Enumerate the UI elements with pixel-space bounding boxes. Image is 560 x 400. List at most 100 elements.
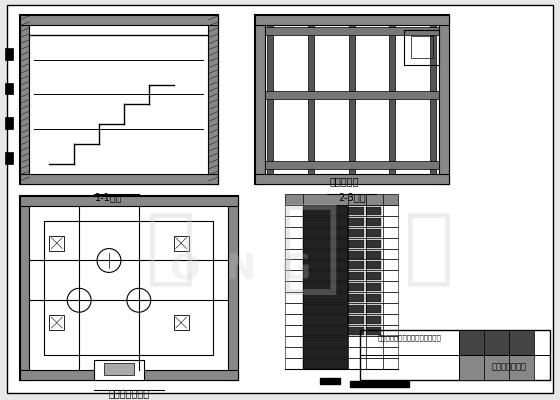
Bar	[366, 272, 381, 280]
Bar	[348, 305, 363, 313]
Bar	[285, 194, 398, 205]
Bar	[389, 25, 395, 174]
Bar	[303, 217, 348, 227]
Bar	[366, 327, 381, 335]
Bar	[349, 25, 354, 174]
Bar	[94, 360, 144, 380]
Bar	[348, 207, 363, 215]
Bar	[285, 248, 398, 260]
Bar	[255, 15, 449, 184]
Bar	[459, 330, 484, 355]
Bar	[174, 236, 189, 250]
Bar	[360, 330, 550, 380]
Bar	[303, 293, 348, 303]
Bar	[104, 363, 134, 375]
Bar	[285, 281, 398, 292]
Bar	[285, 358, 398, 369]
Bar	[20, 15, 218, 184]
Bar	[366, 283, 381, 291]
Bar	[20, 196, 30, 380]
Bar	[366, 229, 381, 237]
Bar	[255, 15, 265, 184]
Bar	[366, 305, 381, 313]
Bar	[308, 25, 314, 174]
Bar	[366, 262, 381, 270]
Bar	[285, 270, 398, 281]
Bar	[366, 316, 381, 324]
Bar	[303, 359, 348, 369]
Bar	[320, 378, 340, 384]
Bar	[265, 92, 439, 100]
Bar	[285, 216, 398, 227]
Bar	[20, 196, 238, 206]
Bar	[20, 15, 218, 25]
Bar	[303, 272, 348, 281]
Bar	[348, 218, 363, 226]
Bar	[285, 336, 398, 347]
Bar	[348, 327, 363, 335]
Bar	[303, 250, 348, 260]
Text: 材料设备表: 材料设备表	[330, 176, 360, 186]
Bar	[366, 218, 381, 226]
Bar	[265, 27, 439, 35]
Bar	[4, 117, 12, 129]
Text: 2-3剖面: 2-3剖面	[338, 192, 365, 202]
Bar	[303, 315, 348, 325]
Bar	[20, 196, 238, 380]
Bar	[411, 36, 433, 58]
Bar	[303, 260, 348, 270]
Bar	[265, 161, 439, 169]
Bar	[285, 238, 398, 248]
Bar	[20, 370, 238, 380]
Bar	[303, 326, 348, 336]
Bar	[484, 355, 508, 380]
Bar	[285, 292, 398, 303]
Text: 泵水泵站工艺图: 泵水泵站工艺图	[491, 362, 526, 371]
Text: 广州大学土木工程学院综合素设计: 广州大学土木工程学院综合素设计	[377, 335, 441, 341]
Bar	[303, 282, 348, 292]
Bar	[484, 330, 508, 355]
Bar	[303, 228, 348, 238]
Bar	[303, 304, 348, 314]
Bar	[285, 314, 398, 325]
Bar	[348, 294, 363, 302]
Bar	[267, 25, 273, 174]
Bar	[366, 207, 381, 215]
Bar	[348, 229, 363, 237]
Bar	[348, 262, 363, 270]
Bar	[285, 325, 398, 336]
Bar	[303, 337, 348, 347]
Bar	[366, 250, 381, 258]
Bar	[303, 239, 348, 248]
Text: O  N  G: O N G	[170, 252, 311, 286]
Text: 1-1剖面: 1-1剖面	[95, 192, 123, 202]
Bar	[348, 272, 363, 280]
Bar	[285, 227, 398, 238]
Bar	[348, 316, 363, 324]
Bar	[348, 240, 363, 248]
Bar	[508, 355, 534, 380]
Bar	[255, 15, 449, 25]
Bar	[285, 205, 398, 216]
Text: 瀾: 瀾	[404, 208, 454, 289]
Bar	[49, 315, 64, 330]
Bar	[20, 15, 30, 184]
Bar	[303, 348, 348, 358]
Bar	[285, 347, 398, 358]
Bar	[208, 15, 218, 184]
Text: 筑: 筑	[146, 208, 195, 289]
Bar	[366, 240, 381, 248]
Bar	[348, 283, 363, 291]
Bar	[404, 30, 439, 65]
Bar	[508, 330, 534, 355]
Bar	[174, 315, 189, 330]
Bar	[20, 174, 218, 184]
Bar	[459, 355, 484, 380]
Text: 泵水泵站平面图: 泵水泵站平面图	[108, 388, 150, 398]
Bar	[303, 206, 348, 216]
Bar	[4, 48, 12, 60]
Text: 龍: 龍	[278, 198, 341, 299]
Bar	[228, 196, 238, 380]
Bar	[4, 152, 12, 164]
Bar	[366, 294, 381, 302]
